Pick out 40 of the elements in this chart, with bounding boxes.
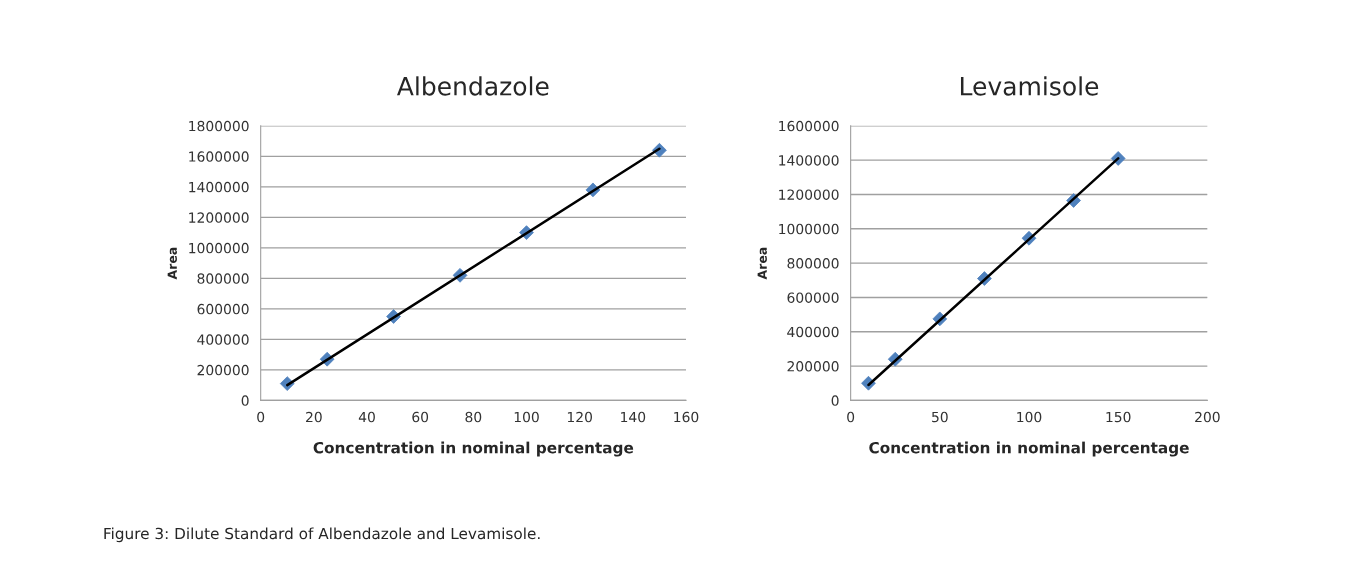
- y-tick-label: 1000000: [189, 242, 249, 254]
- y-tick-label: 200000: [197, 364, 249, 376]
- y-tick-label: 1800000: [189, 120, 249, 132]
- y-tick-label: 800000: [787, 258, 839, 269]
- y-tick-label: 1200000: [779, 189, 839, 200]
- y-tick-label: 600000: [787, 292, 839, 303]
- x-tick-label: 60: [412, 411, 429, 423]
- x-tick-label: 20: [306, 411, 322, 423]
- y-tick-label: 1600000: [779, 120, 839, 132]
- y-tick-label: 1400000: [779, 155, 839, 166]
- y-tick-label: 1400000: [189, 181, 249, 193]
- y-tick-label: 0: [241, 395, 249, 406]
- y-tick-label: 600000: [197, 303, 249, 315]
- x-tick-label: 0: [847, 411, 855, 423]
- x-tick-label: 150: [1106, 411, 1131, 423]
- y-axis-title: Area: [757, 247, 767, 280]
- y-axis-title: Area: [167, 247, 177, 280]
- x-tick-label: 0: [257, 411, 265, 423]
- y-tick-label: 1200000: [189, 212, 249, 223]
- x-tick-label: 160: [674, 411, 699, 423]
- x-tick-label: 50: [932, 411, 948, 423]
- y-tick-label: 1000000: [779, 223, 839, 235]
- chart-title: Levamisole: [960, 76, 1099, 96]
- x-tick-label: 100: [514, 411, 539, 423]
- x-tick-label: 40: [358, 411, 375, 423]
- y-tick-label: 1600000: [189, 151, 249, 162]
- chart-title: Albendazole: [396, 76, 549, 96]
- y-tick-label: 200000: [787, 361, 839, 372]
- y-tick-label: 800000: [197, 273, 249, 284]
- x-tick-label: 80: [465, 411, 482, 423]
- y-tick-label: 400000: [787, 326, 839, 338]
- x-axis-title: Concentration in nominal percentage: [869, 441, 1189, 457]
- x-tick-label: 140: [621, 411, 646, 423]
- caption: Figure 3: Dilute Standard of Albendazole and Levamisole.: [104, 527, 540, 543]
- x-tick-label: 100: [1017, 411, 1042, 423]
- x-tick-label: 120: [567, 411, 592, 423]
- x-tick-label: 200: [1195, 411, 1220, 423]
- y-tick-label: 400000: [197, 334, 249, 345]
- x-axis-title: Concentration in nominal percentage: [313, 441, 634, 457]
- y-tick-label: 0: [831, 395, 839, 406]
